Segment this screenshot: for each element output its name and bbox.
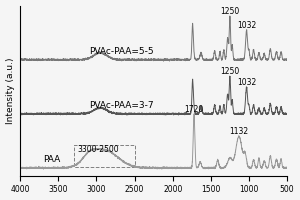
Text: 1032: 1032 <box>237 21 256 30</box>
Text: 1032: 1032 <box>237 78 256 87</box>
Text: 3300-2500: 3300-2500 <box>77 145 119 154</box>
Text: 1250: 1250 <box>220 67 239 76</box>
Y-axis label: Intensity (a.u.): Intensity (a.u.) <box>6 57 15 124</box>
Text: 1720: 1720 <box>184 105 204 114</box>
Text: 1250: 1250 <box>220 7 239 16</box>
Bar <box>74 145 134 167</box>
Text: PVAc-PAA=5-5: PVAc-PAA=5-5 <box>89 47 153 56</box>
Text: 1132: 1132 <box>230 127 248 136</box>
Text: PVAc-PAA=3-7: PVAc-PAA=3-7 <box>89 101 153 110</box>
Text: PAA: PAA <box>43 155 60 164</box>
